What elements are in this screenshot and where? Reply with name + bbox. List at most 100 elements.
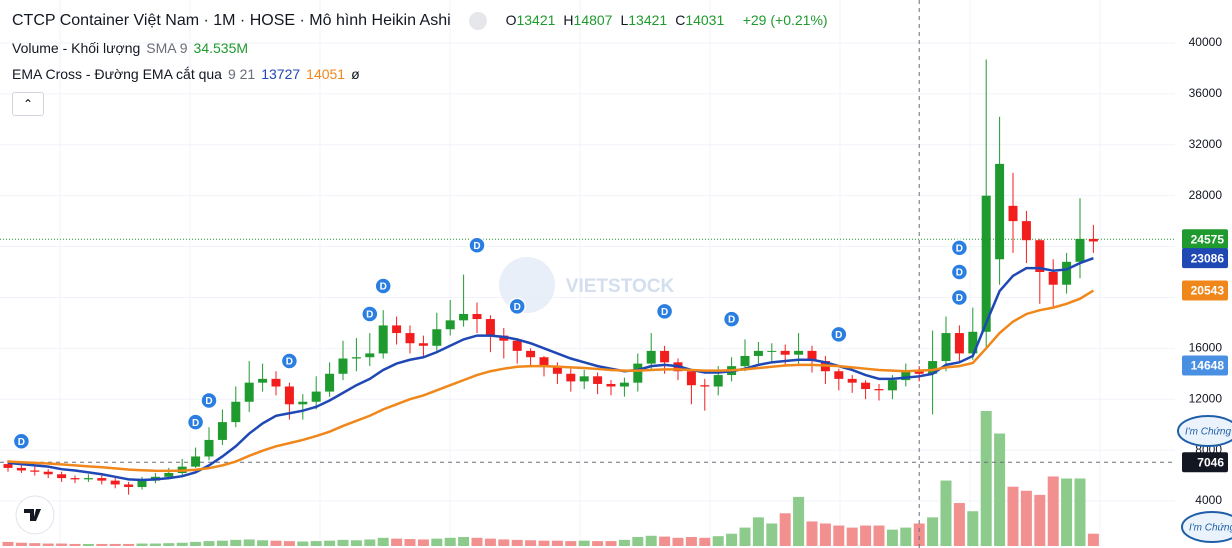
volume-bar: [672, 537, 684, 546]
dividend-marker[interactable]: D: [374, 277, 392, 295]
volume-bar: [190, 541, 202, 546]
volume-bar: [377, 537, 389, 546]
dividend-marker[interactable]: D: [280, 352, 299, 370]
minus-button[interactable]: [469, 12, 488, 30]
volume-bar: [632, 537, 644, 546]
dividend-dot: [468, 236, 486, 255]
dividend-dot: [280, 352, 299, 370]
dividend-dot: [508, 297, 526, 316]
candle-body: [231, 401, 241, 423]
price-label: 14648: [1191, 359, 1225, 373]
volume-bar: [860, 525, 872, 546]
candle-body: [1062, 261, 1072, 285]
candle-body: [164, 473, 174, 477]
volume-bar: [565, 541, 577, 546]
dividend-marker[interactable]: D: [468, 236, 486, 255]
candle-body: [351, 357, 361, 359]
candle-body: [418, 343, 428, 346]
volume-bar: [900, 527, 912, 546]
candle-body: [753, 350, 763, 356]
volume-bar: [578, 540, 590, 546]
dividend-dot: [950, 288, 969, 307]
volume-bar: [364, 539, 376, 546]
candle-body: [338, 358, 348, 374]
volume-bar: [1034, 494, 1046, 546]
dividend-marker[interactable]: D: [950, 239, 969, 257]
volume-bar: [1074, 478, 1086, 546]
volume-bar: [243, 539, 255, 546]
candle-body: [954, 333, 964, 354]
candle-body: [874, 389, 884, 391]
dividend-marker[interactable]: D: [655, 302, 674, 321]
volume-bar: [283, 541, 295, 546]
volume-bar: [779, 513, 791, 546]
candle-body: [16, 467, 26, 471]
dividend-marker[interactable]: D: [830, 325, 848, 344]
candle-body: [619, 382, 629, 387]
volume-bar: [350, 540, 362, 546]
dividend-dot: [200, 391, 218, 410]
candle-body: [365, 353, 375, 358]
watermark-logo: [499, 257, 555, 313]
candle-body: [284, 386, 294, 405]
volume-bar: [538, 540, 550, 546]
volume-bar: [216, 540, 228, 546]
candle-body: [244, 382, 254, 402]
dividend-dot: [186, 413, 205, 431]
dividend-marker[interactable]: D: [200, 391, 218, 410]
dividend-marker[interactable]: D: [508, 297, 526, 316]
volume-bar: [1087, 533, 1099, 546]
volume-bar: [793, 496, 805, 546]
volume-bar: [766, 523, 778, 546]
volume-bar: [551, 540, 563, 546]
volume-bar: [417, 539, 429, 546]
candle-body: [887, 380, 897, 391]
dividend-marker[interactable]: D: [12, 432, 31, 450]
candle-body: [432, 329, 442, 346]
candle-body: [834, 371, 844, 379]
mascot-label: I'm Chứng: [1189, 523, 1232, 534]
collapse-button[interactable]: ⌃: [12, 92, 44, 116]
dividend-marker[interactable]: D: [361, 305, 379, 323]
volume-bar: [297, 541, 309, 546]
ohlc-value: 13421: [516, 12, 556, 29]
tv-logo-mark: [24, 509, 41, 521]
candle-body: [3, 464, 13, 468]
volume-bar: [913, 523, 925, 546]
volume-bar: [484, 538, 496, 546]
candle-body: [780, 350, 790, 355]
mascot-label: I'm Chứng: [1185, 427, 1231, 438]
volume-bar: [42, 543, 54, 546]
volume-bar: [337, 539, 349, 546]
candle-body: [794, 350, 804, 355]
dividend-marker[interactable]: D: [722, 310, 741, 328]
volume-bar: [833, 525, 845, 546]
ema-line: [7, 257, 1094, 482]
header: CTCP Container Việt Nam · 1M · HOSE · Mô…: [12, 12, 834, 30]
ema-slow: 14051: [306, 66, 346, 82]
volume-bar: [109, 543, 121, 546]
volume-value: 34.535M: [193, 40, 249, 56]
candle-body: [914, 371, 924, 374]
dividend-marker[interactable]: D: [186, 413, 205, 431]
candle-body: [579, 376, 589, 382]
candle-body: [700, 385, 710, 387]
volume-bar: [886, 529, 898, 546]
dividend-marker[interactable]: D: [950, 288, 969, 307]
candle-body: [981, 195, 991, 332]
candle-body: [740, 355, 750, 367]
candle-body: [70, 478, 80, 480]
candle-body: [57, 474, 67, 479]
dividend-marker[interactable]: D: [950, 263, 969, 281]
candle-body: [271, 378, 281, 387]
ohlc-label: L: [620, 12, 629, 29]
candle-body: [1021, 221, 1031, 241]
candle-body: [472, 313, 482, 320]
price-label: 24575: [1191, 232, 1225, 246]
candle-body: [298, 401, 308, 405]
candle-body: [43, 471, 53, 475]
y-tick-label: 16000: [1189, 341, 1223, 355]
volume-name: Volume - Khối lượng: [12, 40, 141, 56]
